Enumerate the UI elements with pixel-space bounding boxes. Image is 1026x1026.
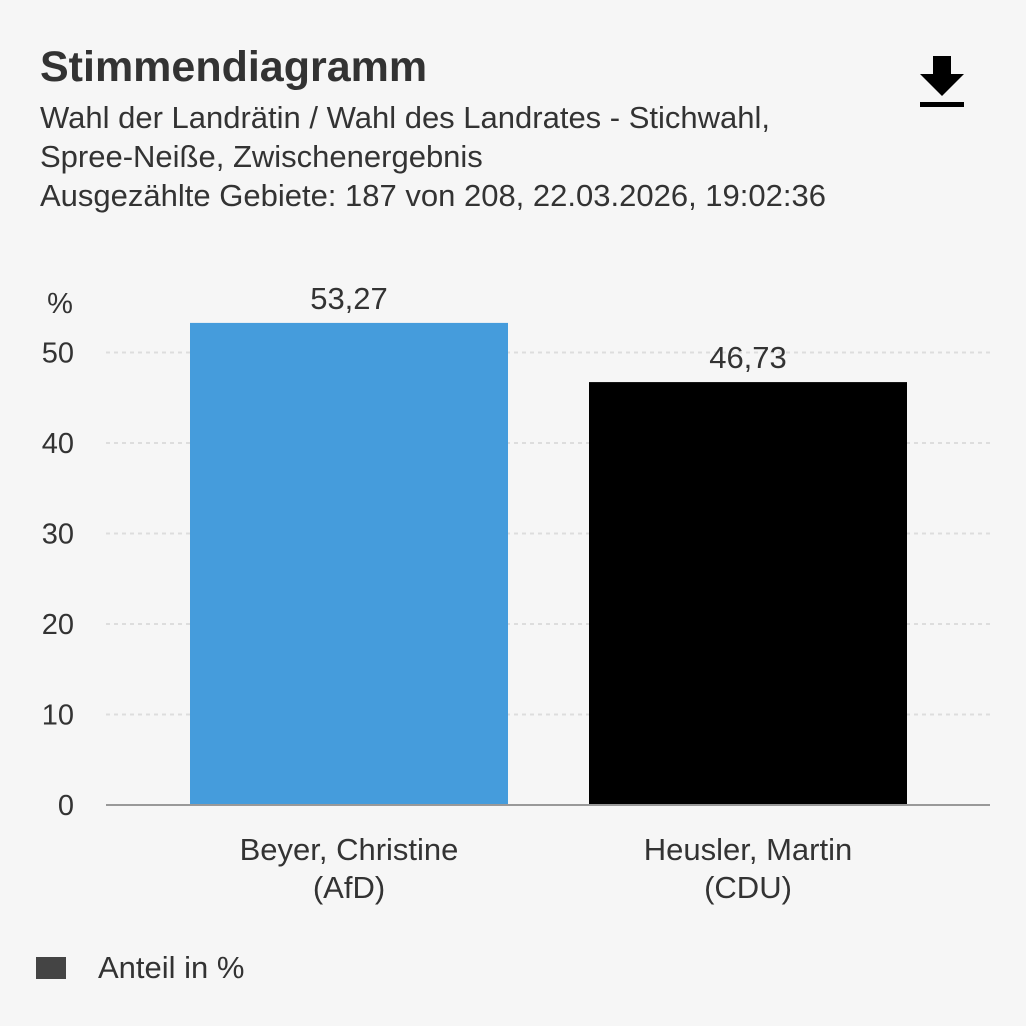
category-label: (AfD) [313,870,385,905]
y-tick-label: 50 [42,338,74,370]
y-tick-label: 10 [42,700,74,732]
bar-value-label: 53,27 [310,281,388,316]
subtitle-line-2: Spree-Neiße, Zwischenergebnis [40,139,483,174]
y-tick-label: 30 [42,519,74,551]
bars [190,322,907,805]
legend: Anteil in % [36,950,244,986]
x-axis-category-labels: Beyer, Christine(AfD) Heusler, Martin(CDU… [240,832,853,905]
legend-swatch [36,957,66,979]
chart-header: Stimmendiagramm Wahl der Landrätin / Wah… [40,42,940,215]
bar-chart: 0 10 20 30 40 50 % 53,27 46,73 Beyer, Christin… [42,281,990,905]
bar [190,322,508,805]
legend-label: Anteil in % [98,950,245,985]
chart-title: Stimmendiagramm [40,43,428,91]
download-button[interactable] [918,54,966,110]
y-axis-unit: % [47,288,73,320]
download-icon [920,56,964,107]
subtitle-line-1: Wahl der Landrätin / Wahl des Landrates … [40,100,771,135]
category-label: Heusler, Martin [644,832,852,867]
y-axis-ticks: 0 10 20 30 40 50 [42,338,74,823]
subtitle-line-3: Ausgezählte Gebiete: 187 von 208, 22.03.… [40,178,826,213]
y-tick-label: 40 [42,428,74,460]
data-labels: 53,27 46,73 [310,281,787,375]
bar-value-label: 46,73 [709,340,787,375]
y-tick-label: 0 [58,790,74,822]
y-tick-label: 20 [42,609,74,641]
category-label: (CDU) [704,870,792,905]
category-label: Beyer, Christine [240,832,459,867]
bar [589,382,907,805]
